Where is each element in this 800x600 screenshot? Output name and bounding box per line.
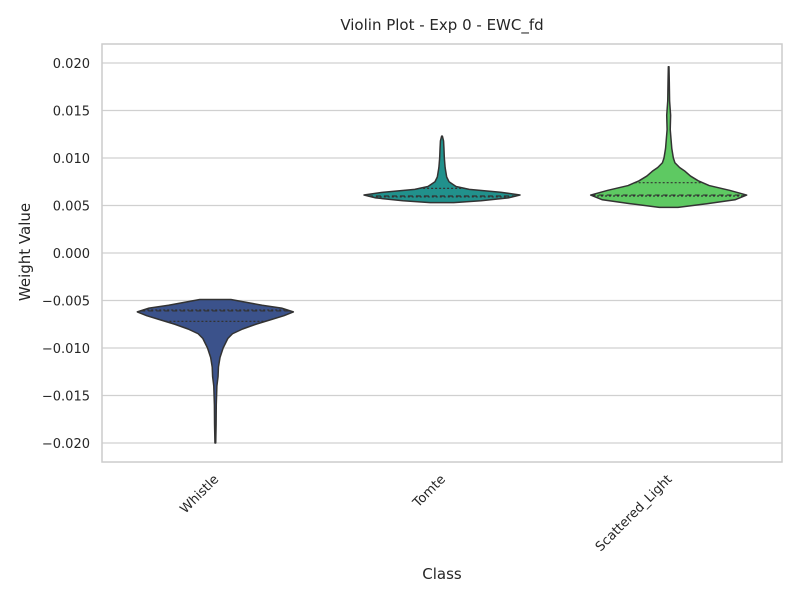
y-axis-label: Weight Value — [16, 203, 34, 301]
violin-body — [136, 298, 295, 444]
y-tick-labels: −0.020 −0.015 −0.010 −0.005 0.000 0.005 0.010 0… — [42, 57, 90, 452]
y-gridlines — [102, 62, 782, 444]
y-tick-label: 0.010 — [53, 152, 90, 167]
plot-frame — [101, 43, 783, 463]
y-tick-label: 0.000 — [53, 247, 90, 262]
violin-body — [589, 66, 748, 209]
y-tick-label: −0.005 — [42, 295, 90, 310]
y-tick-label: 0.005 — [53, 200, 90, 215]
violin-whistle — [136, 298, 295, 444]
y-tick-label: 0.020 — [53, 57, 90, 72]
y-tick-label: −0.015 — [42, 390, 90, 405]
y-tick-label: −0.020 — [42, 437, 90, 452]
y-tick-label: 0.015 — [53, 105, 90, 120]
violin-scattered-light — [589, 66, 748, 209]
chart-title: Violin Plot - Exp 0 - EWC_fd — [340, 16, 543, 35]
x-axis-label: Class — [422, 565, 462, 583]
x-tick-label: Tomte — [410, 472, 449, 511]
x-tick-labels: Whistle Tomte Scattered_Light — [177, 472, 675, 555]
x-tick-label: Whistle — [177, 472, 222, 517]
violin-body — [363, 135, 521, 204]
violins — [136, 66, 748, 444]
x-tick-label: Scattered_Light — [593, 472, 676, 555]
y-tick-label: −0.010 — [42, 342, 90, 357]
violin-tomte — [363, 135, 521, 204]
